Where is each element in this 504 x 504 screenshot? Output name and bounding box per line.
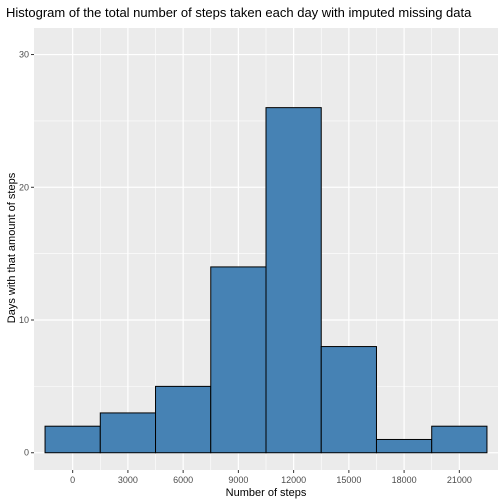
x-tick-label: 18000 [392,475,417,485]
histogram-bar [431,425,488,454]
x-tick-label: 6000 [173,475,193,485]
histogram-bars [44,107,488,454]
y-axis-ticks: 0 10 20 30 [19,50,34,458]
x-tick-label: 3000 [118,475,138,485]
y-tick-label: 30 [19,50,29,60]
y-axis-label: Days with that amount of steps [6,172,18,323]
histogram-bar [320,346,377,454]
histogram-bar [44,425,101,454]
x-tick-label: 12000 [281,475,306,485]
y-tick-label: 0 [24,448,29,458]
y-tick-label: 10 [19,315,29,325]
x-tick-label: 15000 [336,475,361,485]
histogram-bar [265,107,322,454]
chart-title: Histogram of the total number of steps t… [6,5,472,20]
x-tick-label: 21000 [447,475,472,485]
x-tick-label: 0 [70,475,75,485]
x-axis-label: Number of steps [226,487,307,499]
histogram-bar [155,385,212,454]
x-axis-ticks: 0 3000 6000 9000 12000 15000 18000 21000 [70,470,472,485]
histogram-bar [99,412,157,454]
x-tick-label: 9000 [228,475,248,485]
y-tick-label: 20 [19,182,29,192]
histogram-bar [210,266,267,454]
histogram-bar [375,438,433,454]
